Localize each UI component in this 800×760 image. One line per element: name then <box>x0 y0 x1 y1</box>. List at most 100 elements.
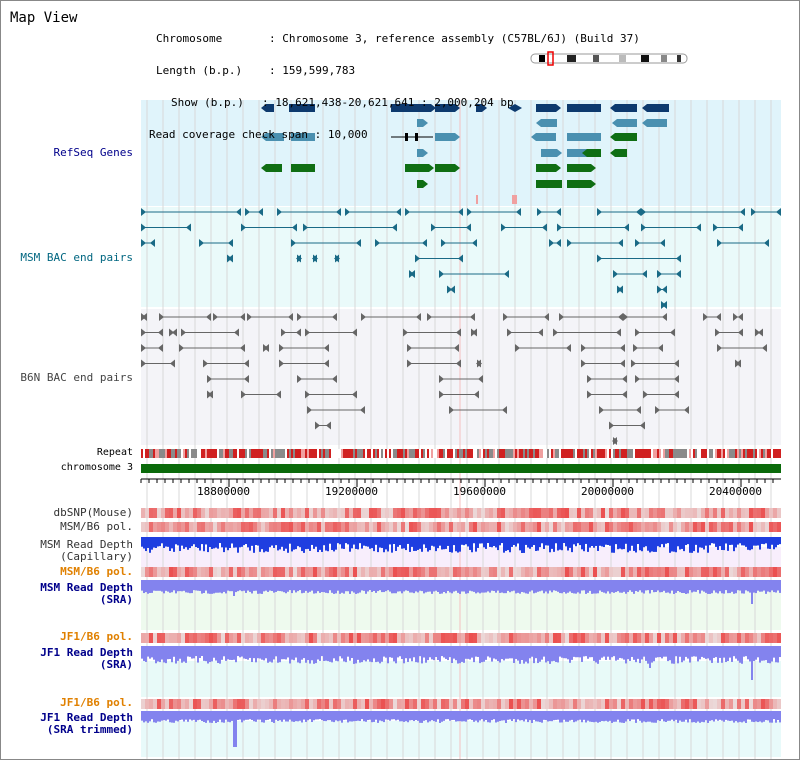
jf1-depth-sra-bar <box>245 646 247 659</box>
jf1-depth-sra-bar <box>615 646 617 661</box>
msm-depth-sra-bar <box>505 580 507 594</box>
msm-depth-sra-bar <box>681 580 683 593</box>
msm-depth-sra-bar <box>313 580 315 594</box>
ideogram-band <box>539 55 545 62</box>
repeat-segment <box>167 449 169 458</box>
refseq-genes-label[interactable]: RefSeq Genes <box>53 146 133 159</box>
jf1-depth-trimmed-bar <box>451 711 453 720</box>
msm-depth-capillary-bar <box>695 537 697 545</box>
msm-depth-capillary-bar <box>671 537 673 552</box>
b6n-bac-pair-end <box>141 328 146 337</box>
jf1-pol-trimmed-cell <box>769 699 773 709</box>
msm-bac-pair-end <box>717 239 722 247</box>
msm-depth-capillary-bar <box>317 537 319 553</box>
msm-depth-capillary-bar <box>313 537 315 549</box>
repeat-segment <box>189 449 191 458</box>
msm-depth-sra-bar <box>673 580 675 594</box>
jf1-depth-sra-bar <box>723 646 725 658</box>
repeat-label: Repeat <box>96 447 133 458</box>
jf1-depth-trimmed-bar <box>309 711 311 720</box>
repeat-segment <box>743 449 745 458</box>
msm-bac-pair-end <box>405 208 410 216</box>
msm-depth-sra-bar <box>419 580 421 591</box>
dbsnp-label[interactable]: dbSNP(Mouse) <box>53 506 133 519</box>
jf1-depth-trimmed-bar <box>277 711 279 721</box>
jf1-depth-sra-bar <box>381 646 383 662</box>
b6n-bac-pair-end <box>616 328 621 337</box>
msm-depth-sra-bar <box>679 580 681 593</box>
msm-pol-sra-label[interactable]: MSM/B6 pol. <box>60 565 133 578</box>
jf1-depth-sra-bar <box>311 646 313 661</box>
repeat-segment <box>425 449 427 458</box>
jf1-pol-cell <box>273 633 277 643</box>
msm-depth-capillary-bar <box>755 537 757 546</box>
b6n-bac-pair-end <box>352 390 357 399</box>
jf1-pol-cell <box>217 633 221 643</box>
jf1-depth-trimmed-background <box>141 721 781 757</box>
repeat-segment <box>547 449 549 458</box>
b6n-bac-pair-end <box>703 313 708 321</box>
jf1-depth-sra-bar <box>213 646 215 658</box>
jf1-depth-sra-bar <box>773 646 775 658</box>
repeat-segment <box>555 449 557 458</box>
b6n-bac-pair-end <box>247 313 252 321</box>
msm-depth-capillary-bar <box>415 537 417 551</box>
jf1-pol-cell <box>541 633 545 643</box>
msm-depth-sra-bar <box>445 580 447 594</box>
repeat-segment <box>515 449 517 458</box>
dbsnp-cell <box>409 508 413 518</box>
msm-pol-sra-cell <box>565 567 569 577</box>
msm-pol-cell <box>189 522 193 532</box>
msm-pol-label[interactable]: MSM/B6 pol. <box>60 520 133 533</box>
jf1-depth-trimmed-bar <box>319 711 321 720</box>
repeat-segment <box>635 449 637 458</box>
gene-feature <box>508 104 522 112</box>
jf1-depth-sra-bar <box>323 646 325 661</box>
msm-depth-capillary-bar <box>183 537 185 549</box>
msm-depth-capillary-label[interactable]: MSM Read Depth (Capillary) <box>40 538 133 563</box>
dbsnp-cell <box>369 508 373 518</box>
msm-bac-label[interactable]: MSM BAC end pairs <box>20 251 133 264</box>
msm-depth-capillary-bar <box>769 537 771 549</box>
msm-depth-sra-bar <box>231 580 233 592</box>
msm-depth-sra-bar <box>773 580 775 593</box>
msm-pol-cell <box>501 522 505 532</box>
jf1-depth-trimmed-bar <box>177 711 179 722</box>
b6n-bac-pair-end <box>636 406 641 414</box>
repeat-segment <box>261 449 263 458</box>
repeat-segment <box>713 449 715 458</box>
b6n-bac-pair-end <box>203 359 208 368</box>
msm-depth-sra-bar <box>319 580 321 593</box>
msm-depth-capillary-bar <box>533 537 535 546</box>
jf1-pol-trimmed-label[interactable]: JF1/B6 pol. <box>60 696 133 709</box>
b6n-bac-pair-end <box>326 421 331 430</box>
jf1-pol-cell <box>173 633 177 643</box>
msm-depth-capillary-bar <box>285 537 287 549</box>
msm-depth-capillary-bar <box>779 537 781 545</box>
jf1-pol-cell <box>153 633 157 643</box>
msm-depth-sra-bar <box>587 580 589 593</box>
dbsnp-cell <box>597 508 601 518</box>
msm-depth-capillary-bar <box>725 537 727 544</box>
msm-depth-sra-label[interactable]: MSM Read Depth (SRA) <box>40 581 133 606</box>
jf1-pol-cell <box>745 633 749 643</box>
msm-depth-sra-bar <box>307 580 309 593</box>
msm-pol-cell <box>341 522 345 532</box>
repeat-segment <box>237 449 239 458</box>
repeat-segment <box>675 449 677 458</box>
b6n-bac-label[interactable]: B6N BAC end pairs <box>20 371 133 384</box>
jf1-depth-sra-bar <box>223 646 225 657</box>
repeat-segment <box>779 449 781 458</box>
msm-depth-capillary-bar <box>411 537 413 547</box>
msm-depth-capillary-bar <box>175 537 177 545</box>
msm-depth-sra-bar <box>309 580 311 592</box>
jf1-depth-trimmed-label[interactable]: JF1 Read Depth (SRA trimmed) <box>40 711 133 736</box>
jf1-depth-sra-bar <box>545 646 547 663</box>
msm-depth-sra-bar <box>329 580 331 591</box>
msm-depth-capillary-bar <box>687 537 689 545</box>
dbsnp-cell <box>517 508 521 518</box>
jf1-depth-sra-label[interactable]: JF1 Read Depth (SRA) <box>40 646 133 671</box>
jf1-pol-cell <box>493 633 497 643</box>
jf1-pol-cell <box>565 633 569 643</box>
jf1-pol-label[interactable]: JF1/B6 pol. <box>60 630 133 643</box>
